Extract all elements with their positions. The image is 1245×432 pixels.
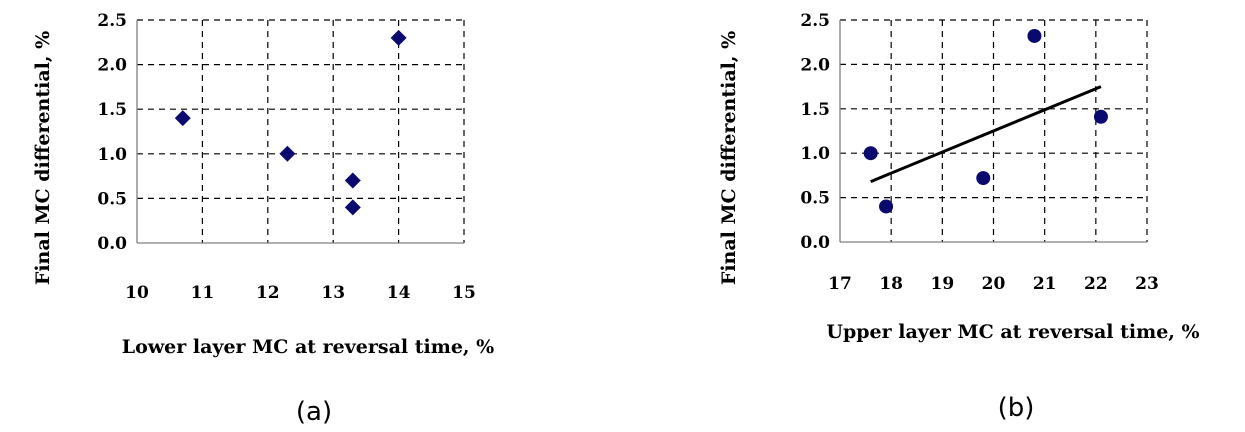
y-tick-label-a: 0.5 — [97, 189, 127, 209]
data-point-a — [344, 172, 361, 189]
x-tick-label-a: 13 — [321, 283, 345, 303]
x-tick-label-a: 11 — [191, 283, 215, 303]
data-point-b — [1027, 28, 1042, 43]
y-tick-label-a: 2.0 — [97, 56, 127, 76]
y-tick-label-a: 2.5 — [97, 11, 127, 31]
y-tick-label-b: 2.5 — [800, 11, 830, 31]
y-tick-label-b: 1.5 — [800, 100, 830, 120]
x-tick-label-b: 22 — [1084, 274, 1108, 294]
data-point-a — [390, 29, 407, 46]
x-tick-label-b: 18 — [879, 274, 903, 294]
x-tick-label-b: 21 — [1033, 274, 1057, 294]
y-tick-label-a: 1.0 — [97, 145, 127, 165]
y-tick-label-b: 1.0 — [800, 144, 830, 164]
trendline-b — [870, 85, 1102, 184]
x-tick-label-a: 12 — [256, 283, 280, 303]
data-point-b — [1093, 109, 1108, 124]
x-axis-title-a: Lower layer MC at reversal time, % — [122, 336, 494, 358]
data-point-b — [863, 146, 878, 161]
data-point-b — [976, 171, 991, 186]
x-tick-label-a: 15 — [452, 283, 476, 303]
x-tick-label-b: 20 — [982, 274, 1006, 294]
data-point-a — [279, 145, 296, 162]
y-tick-label-a: 0.0 — [97, 234, 127, 254]
panel-label-b: (b) — [998, 393, 1035, 423]
data-point-a — [174, 110, 191, 127]
data-point-a — [344, 199, 361, 216]
chart-panel-a: Final MC differential, % Lower layer MC … — [32, 11, 494, 427]
panel-label-a: (a) — [296, 397, 332, 427]
y-axis-title-b: Final MC differential, % — [718, 31, 740, 285]
x-tick-label-b: 17 — [828, 274, 852, 294]
y-tick-label-a: 1.5 — [97, 100, 127, 120]
x-tick-label-a: 10 — [125, 283, 149, 303]
x-tick-label-b: 23 — [1135, 274, 1159, 294]
chart-panel-b: Final MC differential, % Upper layer MC … — [718, 11, 1200, 423]
y-tick-label-b: 0.5 — [800, 189, 830, 209]
y-tick-label-b: 2.0 — [800, 55, 830, 75]
x-tick-label-a: 14 — [387, 283, 411, 303]
y-axis-title-a: Final MC differential, % — [32, 31, 54, 285]
y-tick-label-b: 0.0 — [800, 233, 830, 253]
data-point-b — [879, 199, 894, 214]
x-axis-title-b: Upper layer MC at reversal time, % — [826, 321, 1199, 343]
x-tick-label-b: 19 — [930, 274, 954, 294]
